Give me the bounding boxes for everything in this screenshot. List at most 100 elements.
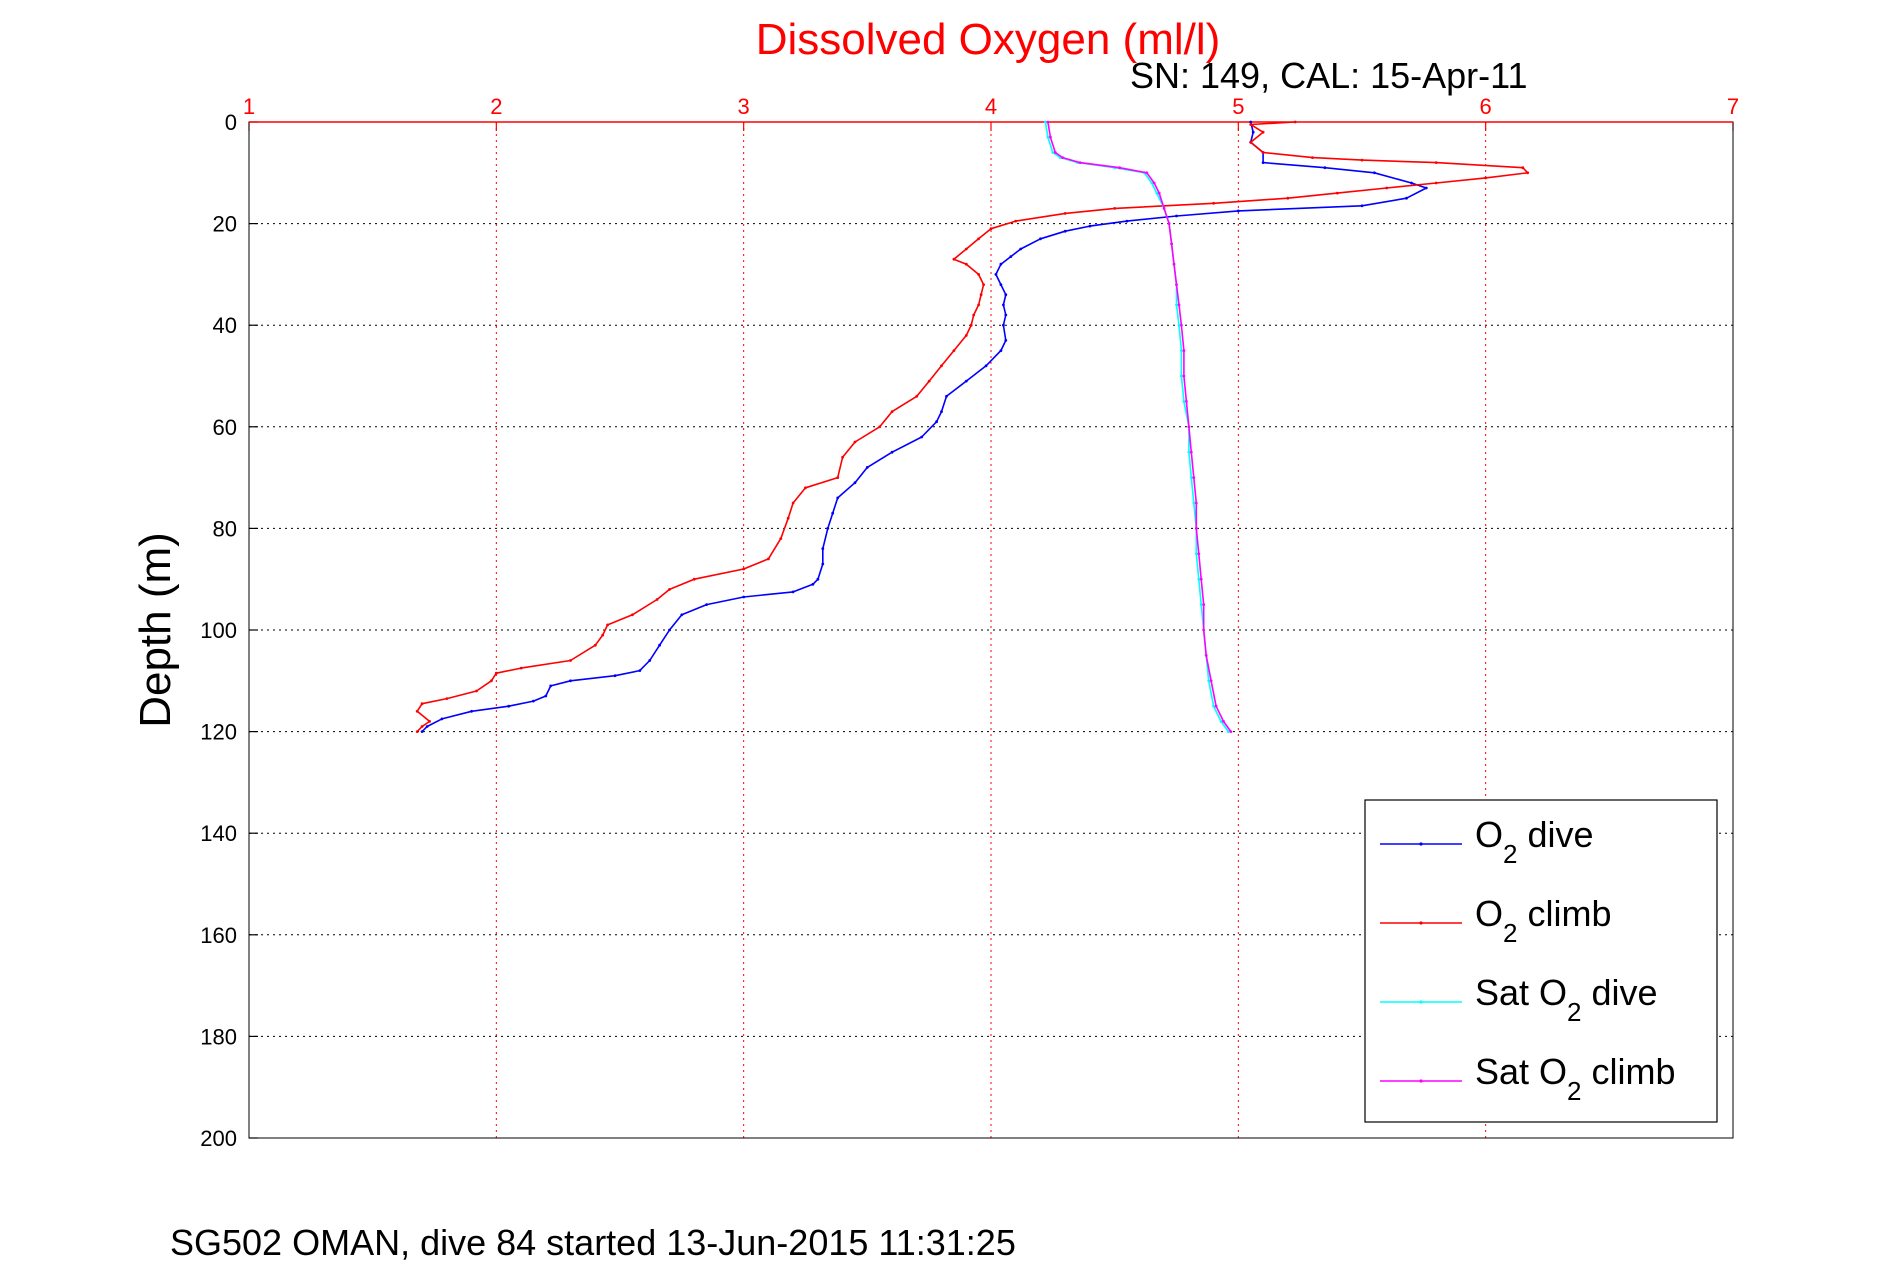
y-tick-label: 160 (200, 923, 237, 948)
series-point (878, 425, 882, 429)
series-point (606, 623, 609, 627)
series-point (569, 659, 572, 662)
y-axis-ticks: 0 20 40 60 80 100 120 140 160 180 200 (200, 110, 258, 1151)
x-tick-label: 1 (243, 94, 255, 119)
series-point (1219, 720, 1223, 723)
y-tick-label: 100 (200, 618, 237, 643)
series-point (984, 364, 988, 368)
series-point (1197, 577, 1201, 581)
series-point (601, 633, 605, 637)
series-point (519, 666, 523, 670)
series-point (1249, 140, 1253, 144)
series-point (445, 697, 449, 700)
series-point (1373, 171, 1376, 175)
legend-marker (1419, 1000, 1423, 1004)
series-point (1189, 476, 1193, 479)
series-point (1194, 501, 1198, 505)
series-layer (415, 120, 1530, 733)
series-point (1113, 207, 1117, 210)
series-point (821, 562, 825, 566)
series-point (440, 717, 444, 721)
series-point (1063, 229, 1067, 233)
series-point (964, 262, 968, 266)
series-point (927, 379, 931, 383)
series-line (421, 121, 1428, 733)
y-tick-label: 180 (200, 1024, 237, 1049)
series-point (742, 595, 746, 599)
series-point (1175, 214, 1178, 218)
series-point (475, 689, 478, 693)
series-point (655, 598, 659, 601)
series-point (1118, 166, 1121, 170)
series-line (416, 121, 1529, 733)
y-tick-label: 120 (200, 720, 237, 745)
series-point (1521, 166, 1525, 170)
series-point (1214, 704, 1218, 708)
series-point (1051, 151, 1055, 154)
series-point (940, 410, 943, 413)
series-point (982, 283, 985, 286)
series-point (1177, 323, 1181, 327)
series-point (658, 643, 661, 647)
series-point (1125, 219, 1129, 223)
series-point (1145, 171, 1149, 175)
legend-item: Sat O2 climb (1380, 1051, 1676, 1106)
series-1 (420, 120, 1428, 733)
series-point (940, 364, 943, 368)
y-tick-label: 60 (213, 415, 237, 440)
series-point (890, 450, 894, 454)
series-point (1180, 349, 1183, 352)
legend-label: Sat O2 climb (1475, 1051, 1676, 1106)
series-point (420, 725, 424, 728)
series-point (804, 486, 807, 490)
y-tick-label: 200 (200, 1126, 237, 1151)
series-point (1167, 222, 1171, 226)
series-point (1019, 247, 1023, 251)
series-point (1175, 303, 1178, 307)
legend-item: O2 climb (1380, 893, 1612, 948)
series-point (1202, 628, 1206, 632)
legend-box (1364, 799, 1718, 1123)
series-point (1182, 400, 1186, 403)
series-point (969, 323, 973, 327)
series-point (1202, 603, 1206, 606)
series-point (742, 567, 746, 571)
series-point (425, 725, 429, 728)
series-point (952, 349, 956, 352)
y-axis-label: Depth (m) (131, 532, 180, 728)
x-tick-label: 3 (738, 94, 750, 119)
series-point (989, 227, 993, 231)
series-point (1323, 166, 1327, 170)
series-point (668, 588, 671, 591)
series-point (979, 293, 983, 297)
series-point (1222, 720, 1225, 723)
series-point (1046, 120, 1050, 124)
series-point (1157, 191, 1161, 195)
series-point (964, 379, 968, 383)
series-point (1175, 283, 1178, 286)
footer-caption: SG502 OMAN, dive 84 started 13-Jun-2015 … (170, 1222, 1016, 1262)
series-point (705, 603, 708, 606)
series-point (1410, 181, 1413, 185)
series-point (1182, 349, 1186, 352)
series-point (1197, 552, 1201, 556)
series-point (994, 273, 998, 276)
series-point (1170, 242, 1173, 246)
series-point (1187, 425, 1191, 429)
series-point (999, 283, 1003, 286)
series-point (631, 613, 634, 617)
legend: O2 dive O2 climb Sat O2 dive Sat O2 climb (1364, 799, 1718, 1123)
series-point (1044, 120, 1047, 124)
series-point (1526, 171, 1530, 175)
series-point (853, 440, 857, 444)
series-point (1002, 323, 1005, 327)
series-point (1046, 135, 1050, 139)
series-point (1261, 161, 1265, 165)
series-point (1249, 120, 1253, 124)
series-point (1424, 186, 1428, 190)
series-point (1004, 293, 1008, 297)
series-point (791, 590, 795, 594)
series-point (613, 674, 617, 678)
series-point (1002, 303, 1005, 307)
